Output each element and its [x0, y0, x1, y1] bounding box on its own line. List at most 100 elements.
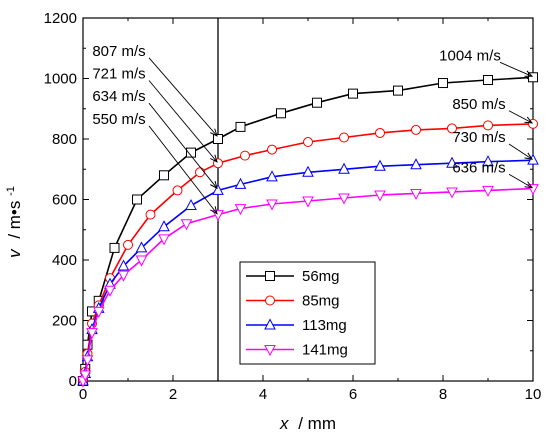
- annotation: 636 m/s: [452, 159, 532, 187]
- data-point: [446, 187, 458, 199]
- data-point: [264, 345, 276, 357]
- data-point: [348, 88, 358, 99]
- data-point: [267, 144, 277, 155]
- data-point: [235, 121, 246, 132]
- data-point: [79, 370, 92, 382]
- data-point: [302, 196, 314, 208]
- data-point: [240, 150, 250, 161]
- data-point: [483, 120, 493, 131]
- x-tick-label: 4: [259, 386, 267, 403]
- data-point: [483, 75, 493, 86]
- data-point: [374, 159, 386, 171]
- data-point: [528, 72, 538, 83]
- y-axis-unit: / m•s: [5, 201, 24, 239]
- data-point: [438, 78, 448, 89]
- data-point: [135, 255, 148, 267]
- data-point: [338, 193, 350, 205]
- data-point: [446, 156, 458, 168]
- data-point: [527, 153, 539, 165]
- x-tick-label: 8: [439, 386, 447, 403]
- legend-item: 141mg: [246, 342, 348, 359]
- y-tick-label: 1200: [44, 10, 77, 27]
- data-point: [109, 242, 120, 253]
- data-point: [172, 185, 183, 196]
- legend-label: 141mg: [302, 342, 348, 359]
- annotation-label: 634 m/s: [92, 88, 145, 105]
- annotation: 850 m/s: [452, 96, 532, 123]
- data-point: [411, 124, 421, 135]
- x-axis-variable: x: [279, 414, 289, 433]
- data-point: [375, 127, 385, 138]
- x-axis-unit: / mm: [298, 414, 336, 433]
- data-point: [117, 259, 130, 271]
- annotation: 634 m/s: [92, 88, 217, 188]
- data-point: [234, 177, 247, 189]
- data-point: [234, 204, 247, 216]
- data-point: [212, 183, 224, 195]
- annotation-arrow: [508, 143, 532, 159]
- annotation-arrow: [508, 173, 532, 187]
- annotation-label: 850 m/s: [452, 96, 505, 113]
- legend-item: 56mg: [246, 268, 340, 285]
- annotation-arrow: [499, 61, 532, 76]
- x-tick-label: 10: [525, 386, 542, 403]
- data-point: [339, 132, 349, 143]
- annotation-layer: 807 m/s 721 m/s 634 m/s 550 m/s 1004 m/s 850 …: [92, 43, 532, 214]
- annotation-arrow: [148, 57, 217, 136]
- data-point: [159, 170, 169, 181]
- y-tick-label: 400: [52, 252, 77, 269]
- data-point: [266, 199, 278, 211]
- annotation: 730 m/s: [452, 129, 532, 159]
- y-tick-label: 600: [52, 192, 77, 209]
- y-tick-label: 800: [52, 131, 77, 148]
- data-point: [374, 190, 386, 202]
- data-point: [302, 165, 314, 177]
- data-point: [117, 270, 130, 282]
- data-point: [185, 198, 197, 211]
- data-point: [264, 318, 276, 330]
- data-point: [265, 295, 275, 306]
- data-point: [447, 123, 457, 134]
- annotation: 550 m/s: [92, 111, 217, 214]
- legend-item: 113mg: [246, 317, 347, 334]
- data-point: [186, 147, 196, 158]
- legend-label: 113mg: [302, 317, 347, 334]
- annotation-arrow: [508, 110, 532, 123]
- data-point: [410, 158, 422, 170]
- x-tick-label: 6: [349, 386, 357, 403]
- x-tick-label: 0: [79, 386, 87, 403]
- data-point: [132, 194, 142, 205]
- data-point: [266, 170, 278, 182]
- annotation-label: 636 m/s: [452, 159, 505, 176]
- data-point: [92, 306, 105, 318]
- data-point: [482, 155, 494, 167]
- series-141mg: [77, 184, 539, 388]
- y-tick-label: 1000: [44, 71, 77, 88]
- legend-label: 56mg: [302, 268, 340, 285]
- legend-box: [239, 261, 376, 365]
- annotation-label: 807 m/s: [92, 43, 145, 60]
- series-56mg: [78, 72, 538, 386]
- data-point: [158, 220, 170, 232]
- data-point: [195, 167, 205, 178]
- legend-item: 85mg: [246, 293, 340, 310]
- annotation-label: 721 m/s: [92, 66, 145, 83]
- data-point: [180, 219, 193, 231]
- annotation: 721 m/s: [92, 66, 217, 162]
- annotation-label: 730 m/s: [452, 129, 505, 146]
- y-tick-label: 0: [69, 373, 77, 390]
- data-point: [303, 137, 313, 148]
- data-point: [158, 234, 170, 246]
- data-point: [312, 97, 322, 108]
- y-axis-title: v / m•s -1: [5, 186, 24, 258]
- annotation-arrow: [148, 102, 217, 188]
- annotation-arrow: [148, 80, 217, 162]
- data-point: [338, 162, 350, 174]
- data-point: [528, 118, 538, 129]
- data-point: [104, 285, 116, 297]
- annotation-arrow: [148, 125, 217, 214]
- annotation: 1004 m/s: [439, 47, 532, 76]
- data-point: [482, 185, 494, 197]
- data-point: [410, 188, 422, 201]
